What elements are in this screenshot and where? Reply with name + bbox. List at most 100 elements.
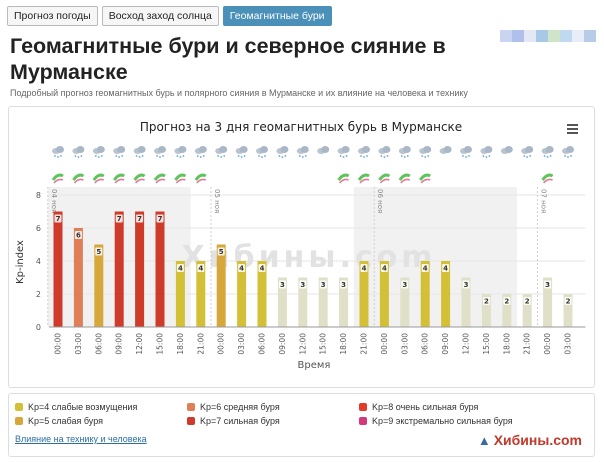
date-marker-label: 05 ноя [213,189,221,213]
snowflake [243,155,246,157]
cloud-icon [439,146,452,154]
aurora-stripe [337,173,350,181]
tab-geomagnetic[interactable]: Геомагнитные бури [222,6,332,26]
snowflake [281,156,284,158]
kp-bar [277,277,287,327]
legend-label: Kp=5 слабая буря [28,416,103,426]
aurora-stripe [174,173,187,181]
cloud-part [76,146,85,153]
x-tick-label: 06:00 [94,333,103,355]
cloud-part [219,146,228,153]
kp-bar [298,277,308,327]
snowflake [366,155,368,157]
kp-value-label: 3 [300,281,305,289]
cloud-icon [317,146,330,154]
snowflake [363,156,365,158]
legend-item-kp9: Kp=9 экстремально сильная буря [359,416,513,426]
snowflake [258,155,260,157]
y-tick-label: 4 [36,257,41,266]
snow-cloud-icon [480,146,493,158]
aurora-stripe [175,178,186,184]
x-tick-label: 00:00 [543,333,552,355]
snowflake [567,156,569,158]
kp-bar [339,277,349,327]
aurora-icon [194,173,207,184]
aurora-stripe [359,178,370,184]
hamburger-menu-icon[interactable] [567,124,578,134]
snowflake [424,156,427,158]
snowflake [526,156,529,158]
x-tick-label: 03:00 [400,333,409,355]
legend-label: Kp=9 экстремально сильная буря [372,416,513,426]
cloud-part [158,146,166,153]
aurora-stripe [420,178,431,184]
aurora-stripe [72,173,85,181]
tab-weather[interactable]: Прогноз погоды [7,6,98,26]
kp-badge-bg [115,214,123,223]
tab-bar: Прогноз погоды Восход заход солнца Геома… [7,6,332,26]
kp-value-label: 3 [341,281,346,289]
snowflake [488,155,491,157]
aurora-stripe [543,178,553,184]
kp-value-label: 6 [76,232,81,240]
kp-value-label: 5 [96,248,101,256]
snow-cloud-icon [215,146,228,158]
snow-cloud-icon [419,146,432,158]
snow-cloud-icon [256,146,268,158]
snowflake [380,155,383,157]
snowflake [546,156,549,158]
aurora-stripe [153,173,166,181]
aurora-stripe [378,173,391,181]
snowflake [406,155,409,157]
snowflake [570,155,572,157]
snowflake [427,155,430,157]
aurora-icon [174,173,187,184]
snowflake [485,156,488,158]
kp-value-label: 4 [198,265,203,273]
aurora-icon [92,173,105,184]
legend-panel: Kp=4 слабые возмущения Kp=5 слабая буря … [8,393,595,457]
kp-bar [114,211,124,327]
chart-title: Прогноз на 3 дня геомагнитных бурь в Мур… [140,120,462,134]
aurora-stripe [379,178,390,184]
snowflake [74,155,77,157]
x-tick-label: 09:00 [115,333,124,355]
aurora-stripe [53,178,64,184]
blurred-ad-thumbnail [500,30,596,42]
x-tick-label: 03:00 [564,333,573,355]
aurora-stripe [339,178,349,184]
cloud-part [321,146,330,153]
kp-badge-bg [421,264,429,272]
snowflake [196,155,199,157]
kp-value-label: 3 [545,281,550,289]
kp-badge-bg [197,264,205,272]
x-tick-label: 03:00 [74,333,83,355]
snowflake [421,155,424,157]
snowflake [543,155,546,157]
kp-badge-bg [523,297,531,305]
cloud-part [362,146,370,153]
aurora-stripe [400,178,411,184]
legend-item-kp6: Kp=6 средняя буря [187,402,280,412]
snowflake [138,156,141,158]
kp-value-label: 7 [158,215,163,223]
kp-badge-bg [176,264,184,272]
brand-text: Хибины.com [493,432,582,448]
legend-swatch [15,417,23,425]
kp-badge-bg [380,264,388,272]
aurora-stripe [418,173,431,181]
legend-swatch [359,417,367,425]
impact-link[interactable]: Влияние на технику и человека [15,434,147,444]
snowflake [264,155,266,157]
aurora-icon [337,173,350,184]
kp-bar [441,261,451,327]
snowflake [80,155,83,157]
snow-cloud-icon [92,146,105,158]
snowflake [403,156,406,158]
tab-sunrise[interactable]: Восход заход солнца [101,6,219,26]
snowflake [549,155,552,157]
cloud-part [117,146,126,153]
x-tick-label: 21:00 [196,333,205,355]
kp-badge-bg [136,214,144,223]
snow-cloud-icon [72,146,85,158]
